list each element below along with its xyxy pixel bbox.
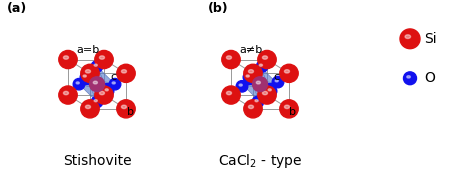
Polygon shape xyxy=(79,66,108,91)
Ellipse shape xyxy=(80,72,92,83)
Ellipse shape xyxy=(263,56,267,59)
Polygon shape xyxy=(97,66,115,91)
Ellipse shape xyxy=(258,86,276,104)
Ellipse shape xyxy=(248,70,254,73)
Ellipse shape xyxy=(105,89,109,91)
Ellipse shape xyxy=(91,96,103,108)
Ellipse shape xyxy=(227,91,231,95)
Ellipse shape xyxy=(253,77,267,92)
Ellipse shape xyxy=(81,100,99,118)
Ellipse shape xyxy=(222,86,240,104)
Polygon shape xyxy=(249,77,278,102)
Ellipse shape xyxy=(403,72,417,85)
Ellipse shape xyxy=(243,72,255,83)
Polygon shape xyxy=(86,66,115,84)
Ellipse shape xyxy=(255,100,258,102)
Text: b: b xyxy=(290,107,297,117)
Ellipse shape xyxy=(90,77,104,92)
Ellipse shape xyxy=(284,70,290,73)
Polygon shape xyxy=(79,66,97,84)
Ellipse shape xyxy=(121,70,127,73)
Ellipse shape xyxy=(407,76,410,78)
Ellipse shape xyxy=(121,105,127,109)
Ellipse shape xyxy=(252,96,264,108)
Ellipse shape xyxy=(85,105,91,109)
Ellipse shape xyxy=(73,78,85,90)
Text: (b): (b) xyxy=(208,2,228,15)
Ellipse shape xyxy=(95,86,113,104)
Text: Si: Si xyxy=(424,32,437,46)
Text: a=b: a=b xyxy=(76,45,100,55)
Polygon shape xyxy=(260,84,278,102)
Ellipse shape xyxy=(248,105,254,109)
Ellipse shape xyxy=(258,50,276,69)
Ellipse shape xyxy=(280,64,298,82)
Ellipse shape xyxy=(83,75,86,77)
Ellipse shape xyxy=(81,64,99,82)
Text: (a): (a) xyxy=(7,2,27,15)
Ellipse shape xyxy=(102,85,114,97)
Text: c: c xyxy=(273,72,279,82)
Ellipse shape xyxy=(91,61,103,72)
Ellipse shape xyxy=(275,80,278,82)
Text: O: O xyxy=(424,71,435,85)
Ellipse shape xyxy=(280,100,298,118)
Text: $\mathregular{CaCl_2}$ - type: $\mathregular{CaCl_2}$ - type xyxy=(218,152,302,170)
Ellipse shape xyxy=(93,81,98,84)
Ellipse shape xyxy=(95,50,113,69)
Ellipse shape xyxy=(117,64,135,82)
Ellipse shape xyxy=(64,56,69,59)
Ellipse shape xyxy=(272,76,284,88)
Ellipse shape xyxy=(244,100,262,118)
Ellipse shape xyxy=(59,50,77,69)
Ellipse shape xyxy=(76,82,79,84)
Ellipse shape xyxy=(284,105,290,109)
Ellipse shape xyxy=(94,64,97,66)
Polygon shape xyxy=(79,77,97,102)
Polygon shape xyxy=(260,66,278,91)
Ellipse shape xyxy=(259,64,263,66)
Text: b: b xyxy=(127,107,134,117)
Polygon shape xyxy=(242,66,260,84)
Ellipse shape xyxy=(256,81,260,84)
Ellipse shape xyxy=(256,61,268,72)
Ellipse shape xyxy=(236,81,248,92)
Ellipse shape xyxy=(59,86,77,104)
Ellipse shape xyxy=(227,56,231,59)
Text: a≠b: a≠b xyxy=(239,45,263,55)
Ellipse shape xyxy=(112,82,115,84)
Ellipse shape xyxy=(268,89,271,91)
Ellipse shape xyxy=(94,100,97,102)
Ellipse shape xyxy=(222,50,240,69)
Ellipse shape xyxy=(100,56,104,59)
Ellipse shape xyxy=(400,29,420,49)
Ellipse shape xyxy=(246,75,249,77)
Ellipse shape xyxy=(239,84,242,86)
Ellipse shape xyxy=(100,91,104,95)
Polygon shape xyxy=(242,84,271,102)
Text: Stishovite: Stishovite xyxy=(63,154,131,168)
Polygon shape xyxy=(242,77,260,102)
Polygon shape xyxy=(97,84,115,102)
Ellipse shape xyxy=(64,91,69,95)
Ellipse shape xyxy=(117,100,135,118)
Ellipse shape xyxy=(263,91,267,95)
Text: c: c xyxy=(110,72,116,82)
Polygon shape xyxy=(79,84,108,102)
Polygon shape xyxy=(249,66,278,84)
Ellipse shape xyxy=(109,78,121,90)
Ellipse shape xyxy=(405,35,410,39)
Ellipse shape xyxy=(265,85,277,97)
Polygon shape xyxy=(242,66,271,91)
Ellipse shape xyxy=(244,64,262,82)
Ellipse shape xyxy=(85,70,91,73)
Polygon shape xyxy=(86,77,115,102)
